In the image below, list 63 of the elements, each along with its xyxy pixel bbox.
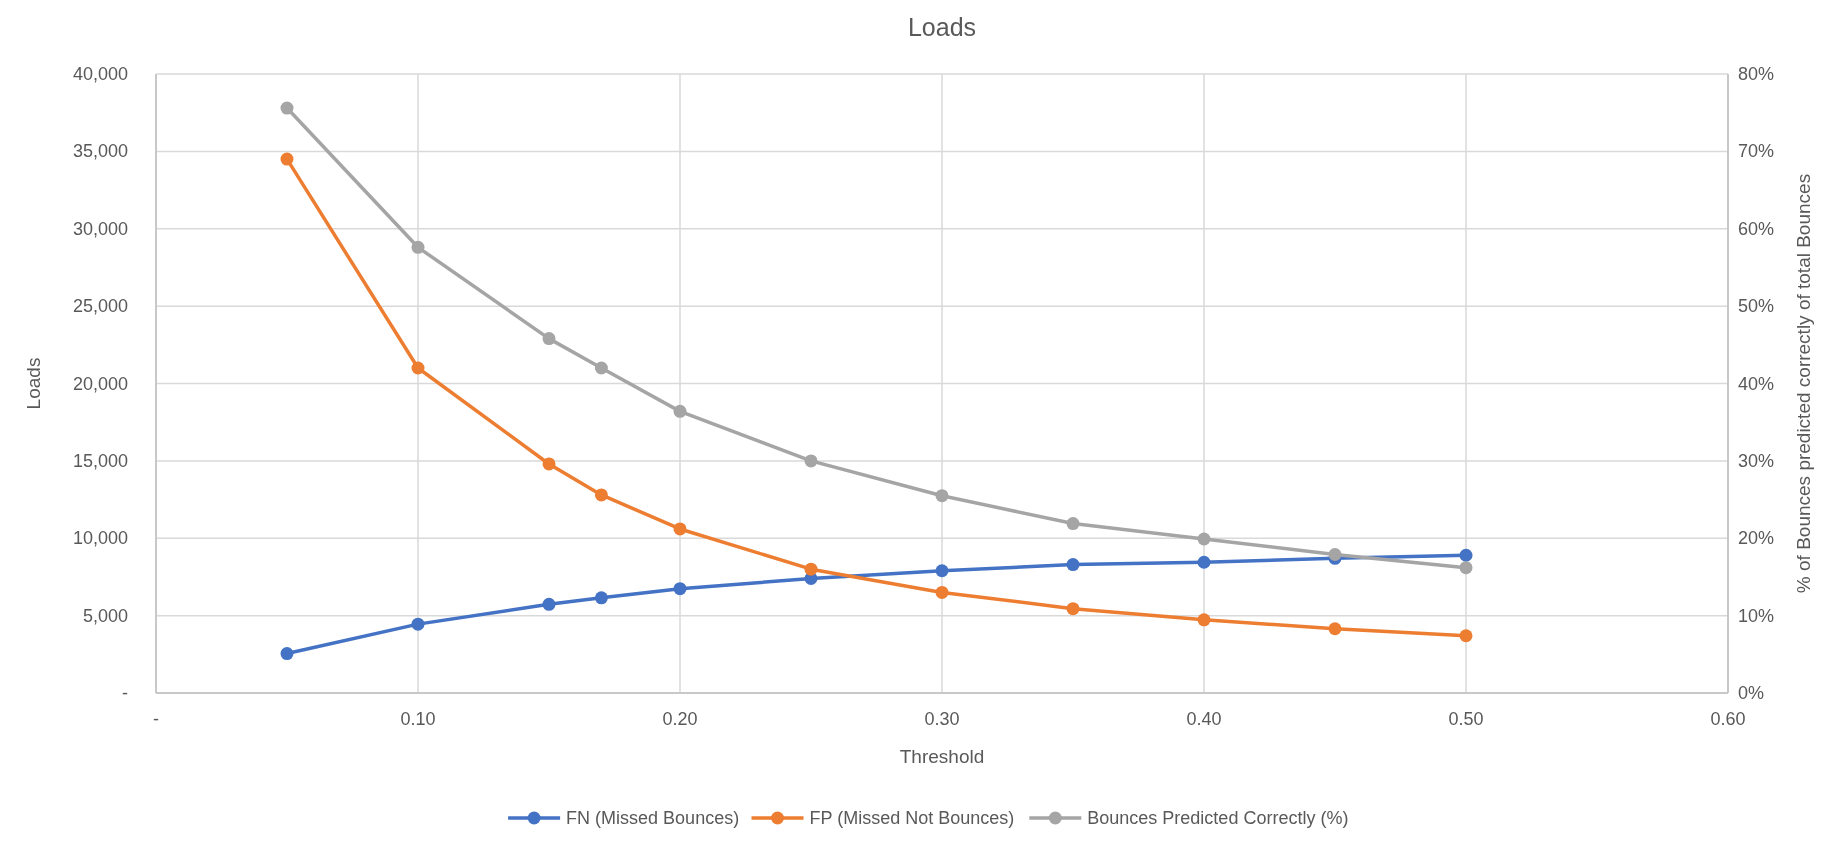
point <box>1197 555 1211 569</box>
x-tick-label: 0.60 <box>1710 709 1746 729</box>
point <box>280 647 294 661</box>
point <box>673 522 687 536</box>
point <box>594 361 608 375</box>
y-tick-label: 20,000 <box>72 373 128 394</box>
x-tick-label: 0.50 <box>1448 709 1484 729</box>
y-tick-label: 25,000 <box>72 296 128 317</box>
point <box>1328 548 1342 561</box>
point <box>542 597 556 611</box>
point <box>1066 602 1080 616</box>
point <box>1066 558 1080 572</box>
point <box>1197 613 1211 627</box>
point <box>1459 548 1473 562</box>
x-axis-title: Threshold <box>899 746 985 767</box>
point <box>804 562 818 576</box>
point <box>1459 561 1473 575</box>
y2-tick-label: 80% <box>1738 64 1775 84</box>
point <box>1328 622 1342 636</box>
y2-tick-label: 40% <box>1738 373 1775 394</box>
point <box>411 240 425 254</box>
point <box>673 404 687 418</box>
y2-tick-label: 10% <box>1738 605 1775 626</box>
chart-title: Loads <box>907 13 977 41</box>
point <box>935 585 949 599</box>
point <box>673 582 687 596</box>
point <box>280 101 294 115</box>
point <box>935 564 949 578</box>
point <box>411 361 425 375</box>
point <box>804 454 818 468</box>
y-tick-label: 10,000 <box>72 528 128 549</box>
legend-label: Bounces Predicted Correctly (%) <box>1087 808 1349 828</box>
point <box>1066 517 1080 531</box>
x-tick-label: 0.30 <box>924 709 960 729</box>
x-tick-label: - <box>153 709 159 729</box>
y-tick-label: 40,000 <box>72 64 128 84</box>
point <box>594 591 608 605</box>
y-tick-label: - <box>122 683 128 703</box>
x-tick-label: 0.20 <box>662 709 698 729</box>
point <box>594 488 608 502</box>
y2-tick-label: 70% <box>1738 141 1775 162</box>
point <box>411 617 425 631</box>
y2-axis-title: % of Bounces predicted correctly of total Bounces <box>1793 173 1814 594</box>
y2-tick-label: 0% <box>1738 683 1765 703</box>
point <box>935 489 949 503</box>
y-axis-title: Loads <box>23 357 44 410</box>
y-tick-label: 15,000 <box>72 450 128 471</box>
x-tick-label: 0.10 <box>400 709 436 729</box>
x-tick-label: 0.40 <box>1186 709 1222 729</box>
y2-tick-label: 60% <box>1738 218 1775 239</box>
point <box>1459 629 1473 643</box>
legend-label: FP (Missed Not Bounces) <box>809 808 1015 828</box>
point <box>542 332 556 346</box>
y-tick-label: 5,000 <box>82 605 128 626</box>
y2-tick-label: 20% <box>1738 528 1775 549</box>
y2-tick-label: 50% <box>1738 296 1775 317</box>
y2-tick-label: 30% <box>1738 450 1775 471</box>
point <box>280 152 294 166</box>
point <box>542 457 556 471</box>
y-tick-label: 30,000 <box>72 218 128 239</box>
legend-label: FN (Missed Bounces) <box>566 808 740 828</box>
point <box>1197 532 1211 546</box>
y-tick-label: 35,000 <box>72 141 128 162</box>
